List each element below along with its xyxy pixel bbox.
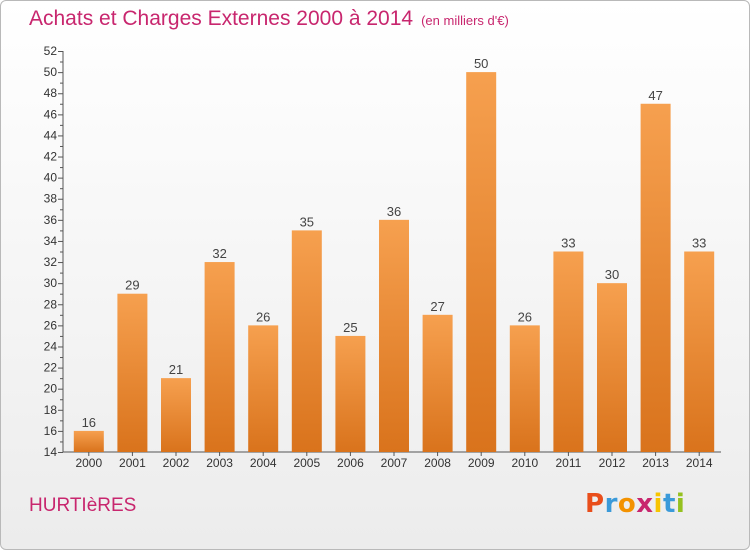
bar-2006	[335, 335, 366, 452]
x-tick-label: 2002	[163, 456, 190, 470]
y-tick-label: 14	[44, 445, 58, 459]
bar-2010	[509, 325, 540, 452]
data-label: 33	[692, 236, 706, 251]
data-label: 29	[125, 278, 139, 293]
bar-2004	[248, 325, 279, 452]
x-tick-label: 2013	[642, 456, 669, 470]
x-tick-label: 2010	[511, 456, 538, 470]
y-tick-label: 40	[44, 171, 58, 185]
y-tick-label: 28	[44, 297, 58, 311]
logo-letter: P	[585, 489, 605, 519]
data-label: 50	[474, 56, 488, 71]
x-tick-label: 2011	[555, 456, 581, 470]
x-tick-label: 2008	[424, 456, 451, 470]
y-tick-label: 42	[44, 150, 58, 164]
y-tick-label: 34	[44, 234, 58, 248]
bar-2014	[684, 251, 715, 452]
y-tick-label: 36	[44, 213, 58, 227]
bar-2000	[73, 430, 104, 452]
y-tick-label: 38	[44, 192, 58, 206]
y-tick-label: 44	[44, 128, 58, 142]
x-tick-label: 2000	[75, 456, 102, 470]
data-label: 30	[605, 267, 619, 282]
logo-letter: i	[653, 489, 663, 519]
data-label: 16	[82, 415, 96, 430]
y-tick-label: 16	[44, 424, 58, 438]
title-text: Achats et Charges Externes 2000 à 2014	[29, 7, 414, 30]
logo-letter: i	[675, 489, 686, 519]
data-label: 26	[256, 309, 270, 324]
bar-2013	[640, 103, 671, 453]
data-label: 21	[169, 362, 183, 377]
commune-name: HURTIèRES	[29, 495, 137, 516]
bar-2012	[597, 283, 627, 452]
x-tick-label: 2006	[337, 456, 364, 470]
bar-2007	[379, 219, 409, 452]
y-tick-label: 46	[44, 107, 58, 121]
y-tick-label: 32	[44, 255, 58, 269]
bar-2011	[553, 251, 584, 452]
x-tick-label: 2005	[293, 456, 320, 470]
y-tick-label: 20	[44, 382, 58, 396]
logo-letter: r	[604, 489, 618, 519]
y-tick-label: 18	[44, 403, 58, 417]
y-tick-label: 52	[44, 44, 58, 58]
data-label: 32	[212, 246, 226, 261]
logo-letter: t	[662, 489, 676, 519]
x-tick-label: 2009	[468, 456, 495, 470]
x-tick-label: 2001	[119, 456, 146, 470]
y-tick-label: 26	[44, 318, 58, 332]
x-tick-label: 2003	[206, 456, 233, 470]
x-tick-label: 2004	[250, 456, 277, 470]
logo-letter: x	[636, 489, 654, 519]
unit-subtitle: (en milliers d'€)	[421, 13, 509, 28]
data-label: 36	[387, 204, 401, 219]
x-tick-label: 2007	[381, 456, 408, 470]
y-tick-label: 22	[44, 361, 58, 375]
bar-2009	[466, 72, 497, 453]
bar-2005	[291, 230, 322, 452]
y-tick-label: 48	[44, 86, 58, 100]
data-label: 25	[343, 320, 357, 335]
bar-2008	[422, 314, 453, 452]
data-label: 26	[518, 309, 532, 324]
bars	[73, 72, 715, 453]
y-tick-label: 50	[44, 65, 58, 79]
bar-2002	[161, 378, 191, 452]
y-tick-label: 30	[44, 276, 58, 290]
data-label: 27	[430, 299, 444, 314]
data-labels: 16 29 21 32 26 35 25 36 27 50 26 33 30 47 33	[82, 56, 707, 430]
x-tick-label: 2014	[686, 456, 713, 470]
data-label: 33	[561, 236, 575, 251]
bar-2003	[204, 262, 235, 452]
data-label: 35	[300, 214, 314, 229]
logo-letter: o	[617, 489, 637, 519]
x-tick-label: 2012	[599, 456, 626, 470]
chart-title: Achats et Charges Externes 2000 à 2014 (e…	[29, 7, 509, 31]
data-label: 47	[648, 88, 662, 103]
y-tick-label: 24	[44, 339, 58, 353]
bar-2001	[117, 293, 148, 452]
proxiti-logo: Proxiti	[585, 489, 685, 519]
